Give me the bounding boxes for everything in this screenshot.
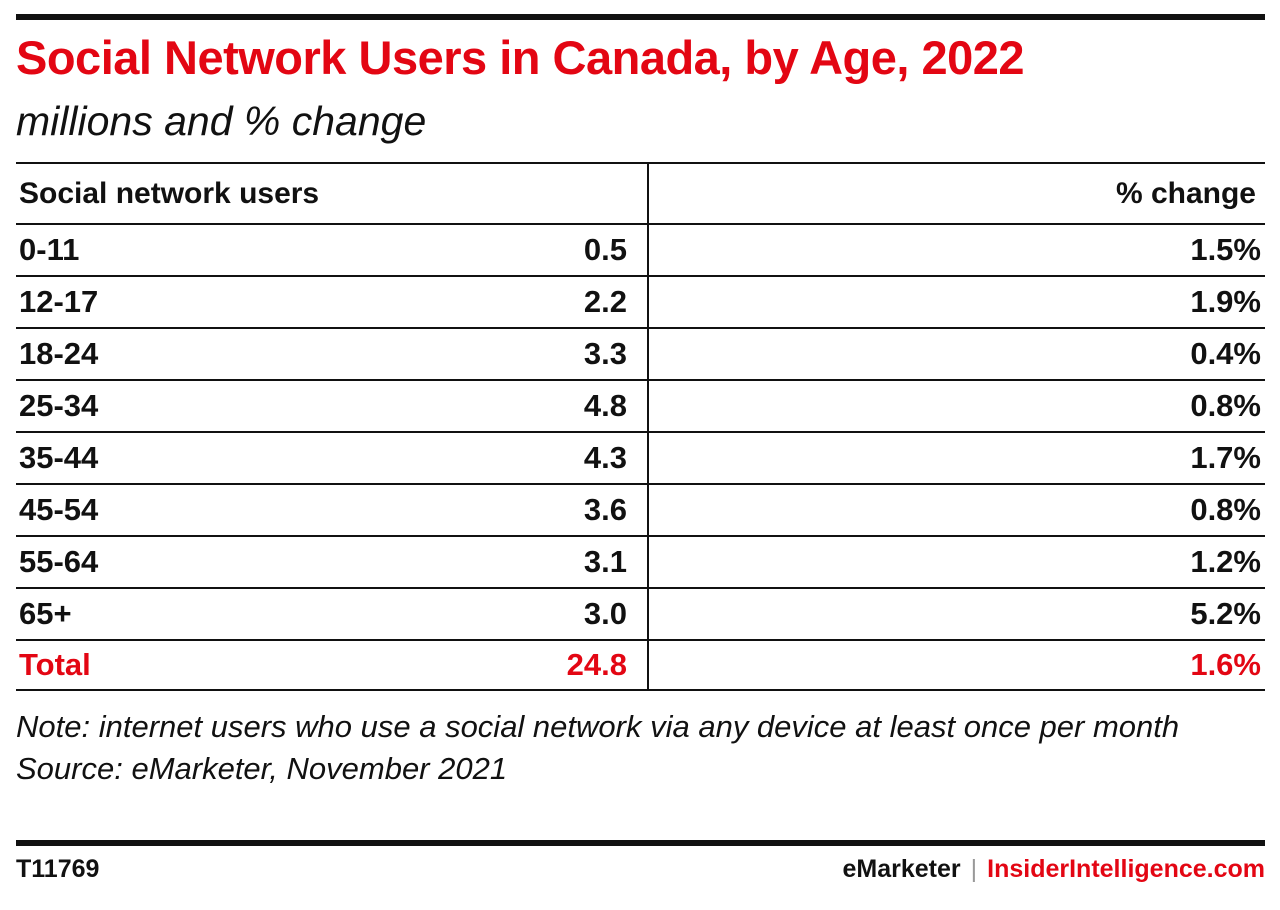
header-percent-change: % change (1115, 176, 1256, 210)
table-header-row: Social network users % change (16, 162, 1265, 223)
footer-brand: eMarketer | InsiderIntelligence.com (843, 855, 1266, 884)
row-change: 0.4% (1190, 336, 1261, 371)
note-text: Note: internet users who use a social ne… (16, 709, 1180, 744)
header-social-network-users: Social network users (19, 176, 320, 210)
table-row: 18-24 3.3 0.4% (16, 327, 1265, 379)
row-change: 1.5% (1190, 232, 1261, 267)
data-table: Social network users % change 0-11 0.5 1.5… (16, 162, 1265, 691)
row-change: 1.7% (1190, 440, 1261, 475)
column-divider (647, 329, 649, 379)
row-change: 1.9% (1190, 284, 1261, 319)
column-divider (647, 225, 649, 275)
table-row: 45-54 3.6 0.8% (16, 483, 1265, 535)
row-label: 18-24 (19, 336, 99, 371)
chart-subtitle: millions and % change (16, 98, 427, 144)
bottom-rule (16, 840, 1265, 846)
table-row: 55-64 3.1 1.2% (16, 535, 1265, 587)
brand-insider-intelligence[interactable]: InsiderIntelligence.com (987, 855, 1265, 883)
table-body: 0-11 0.5 1.5% 12-17 2.2 1.9% 18-24 3.3 0.4% 25-34… (16, 223, 1265, 691)
row-label: 55-64 (19, 544, 99, 579)
top-rule (16, 14, 1265, 20)
row-value: 3.6 (583, 492, 627, 527)
row-change: 5.2% (1190, 596, 1261, 631)
row-value: 3.1 (583, 544, 627, 579)
row-label: 65+ (19, 596, 72, 631)
table-row: 12-17 2.2 1.9% (16, 275, 1265, 327)
table-row: 0-11 0.5 1.5% (16, 223, 1265, 275)
column-divider (647, 589, 649, 639)
row-value: 3.3 (583, 336, 627, 371)
column-divider (647, 164, 649, 223)
total-label: Total (19, 647, 91, 682)
row-label: 45-54 (19, 492, 99, 527)
column-divider (647, 485, 649, 535)
row-value: 3.0 (583, 596, 627, 631)
row-value: 4.3 (583, 440, 627, 475)
note-block: Note: internet users who use a social ne… (16, 706, 1246, 790)
row-change: 0.8% (1190, 492, 1261, 527)
column-divider (647, 641, 649, 689)
table-row: 25-34 4.8 0.8% (16, 379, 1265, 431)
chart-title: Social Network Users in Canada, by Age, … (16, 31, 1025, 84)
row-value: 2.2 (583, 284, 627, 319)
row-label: 0-11 (19, 232, 80, 267)
table-total-row: Total 24.8 1.6% (16, 639, 1265, 691)
column-divider (647, 537, 649, 587)
row-label: 35-44 (19, 440, 99, 475)
total-change: 1.6% (1190, 647, 1261, 682)
row-label: 25-34 (19, 388, 99, 423)
total-value: 24.8 (566, 647, 627, 682)
column-divider (647, 277, 649, 327)
brand-emarketer: eMarketer (842, 855, 961, 883)
column-divider (647, 433, 649, 483)
column-divider (647, 381, 649, 431)
row-value: 4.8 (583, 388, 627, 423)
row-change: 0.8% (1190, 388, 1261, 423)
source-text: Source: eMarketer, November 2021 (16, 751, 508, 786)
row-label: 12-17 (19, 284, 99, 319)
row-value: 0.5 (583, 232, 627, 267)
table-row: 35-44 4.3 1.7% (16, 431, 1265, 483)
brand-separator: | (970, 855, 978, 883)
row-change: 1.2% (1190, 544, 1261, 579)
table-row: 65+ 3.0 5.2% (16, 587, 1265, 639)
chart-id: T11769 (16, 855, 100, 883)
